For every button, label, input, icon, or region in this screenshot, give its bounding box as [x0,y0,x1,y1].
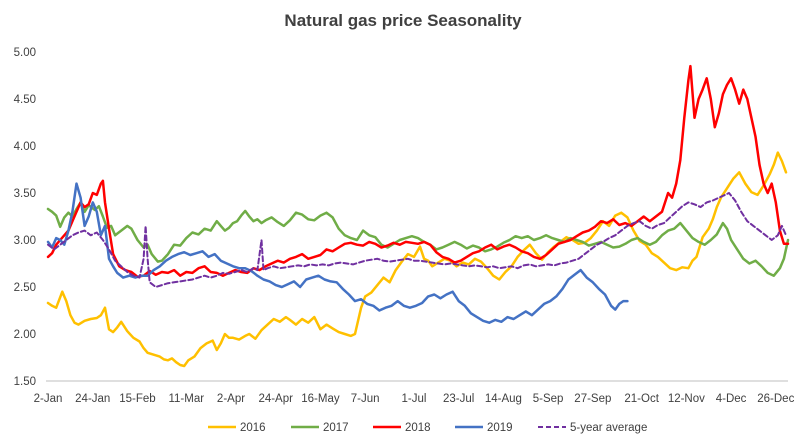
y-tick-label: 5.00 [14,47,36,59]
plot-area [46,64,790,368]
x-tick-label: 15-Feb [119,393,155,405]
y-tick-label: 2.50 [14,282,36,294]
legend-label: 2016 [240,422,266,434]
x-tick-label: 2-Apr [217,393,245,405]
x-tick-label: 21-Oct [624,393,659,405]
x-axis: 2-Jan 24-Jan 15-Feb 11-Mar 2-Apr 24-Apr 16-May… [34,393,795,405]
legend-label: 2019 [487,422,513,434]
x-tick-label: 5-Sep [533,393,564,405]
x-tick-label: 24-Apr [258,393,293,405]
x-tick-label: 24-Jan [75,393,110,405]
x-tick-label: 4-Dec [716,393,747,405]
x-tick-label: 1-Jul [401,393,426,405]
series-line-2019 [46,182,629,324]
x-tick-label: 14-Aug [485,393,522,405]
series-line-2018 [46,64,790,278]
y-tick-label: 2.00 [14,329,36,341]
y-axis: 1.50 2.00 2.50 3.00 3.50 4.00 4.50 5.00 [14,47,36,388]
x-tick-label: 7-Jun [351,393,380,405]
series-line-2016 [46,151,788,368]
x-tick-label: 26-Dec [757,393,794,405]
series-line-5-year-average [47,192,787,288]
y-tick-label: 1.50 [14,376,36,388]
x-tick-label: 12-Nov [668,393,705,405]
x-tick-label: 2-Jan [34,393,63,405]
chart-title: Natural gas price Seasonality [284,11,522,30]
legend-label: 2017 [323,422,349,434]
x-tick-label: 11-Mar [168,393,204,405]
series-line-2017 [46,201,790,277]
x-tick-label: 16-May [301,393,340,405]
x-tick-label: 23-Jul [443,393,474,405]
y-tick-label: 4.00 [14,141,36,153]
y-tick-label: 3.00 [14,235,36,247]
y-tick-label: 4.50 [14,94,36,106]
legend-label: 5-year average [570,422,647,434]
legend-label: 2018 [405,422,431,434]
legend: 2016 2017 2018 2019 5-year average [208,422,647,434]
x-tick-label: 27-Sep [574,393,611,405]
y-tick-label: 3.50 [14,188,36,200]
